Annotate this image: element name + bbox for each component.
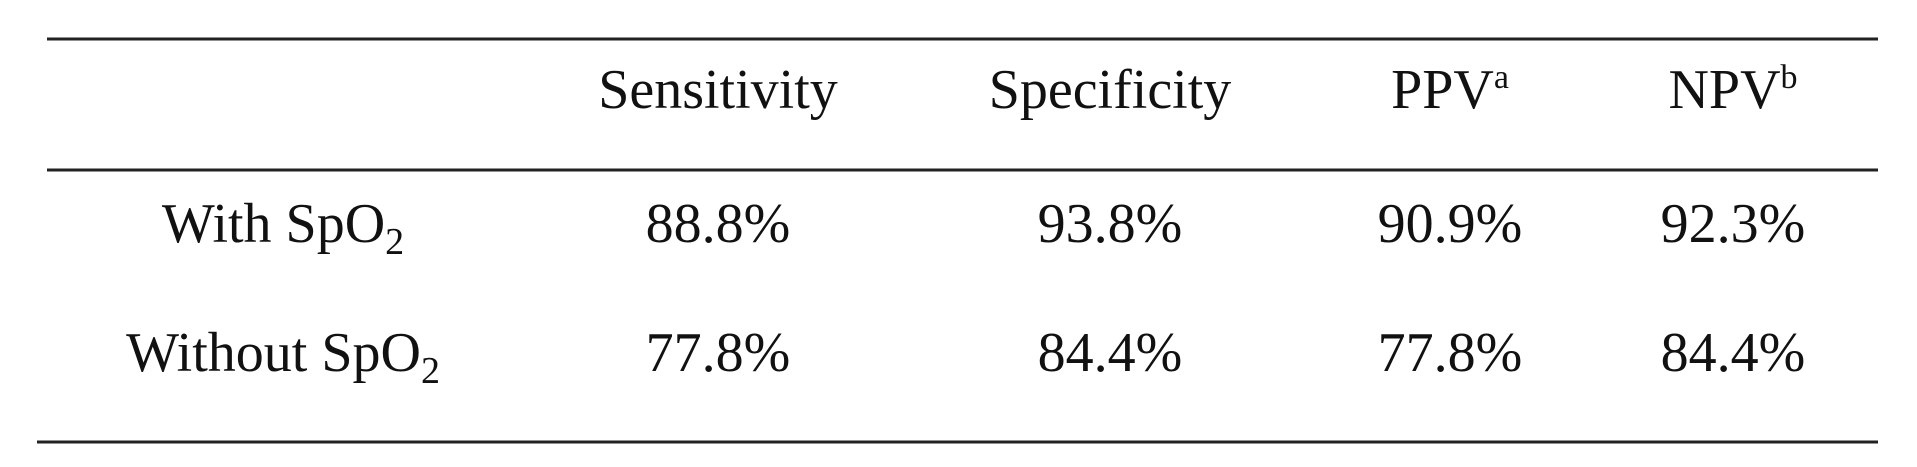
column-header-text: Sensitivity — [598, 59, 838, 121]
cell: 92.3% — [1661, 193, 1806, 255]
row-label: Without SpO2 — [126, 322, 440, 392]
subscript: 2 — [385, 221, 404, 263]
cell: 84.4% — [1661, 322, 1806, 384]
column-header: Specificity — [989, 59, 1232, 121]
row-label-text: Without SpO — [126, 322, 421, 384]
subscript: 2 — [421, 350, 440, 392]
cell: 77.8% — [1378, 322, 1523, 384]
cell: 77.8% — [646, 322, 791, 384]
row-label: With SpO2 — [162, 193, 404, 263]
column-header-text: PPV — [1391, 59, 1494, 121]
cell: 84.4% — [1038, 322, 1183, 384]
superscript: b — [1781, 59, 1798, 96]
column-header-text: NPV — [1668, 59, 1780, 121]
column-header: NPVb — [1668, 59, 1797, 121]
column-header: Sensitivity — [598, 59, 838, 121]
cell: 90.9% — [1378, 193, 1523, 255]
row-label-text: With SpO — [162, 193, 385, 255]
column-header: PPVa — [1391, 59, 1509, 121]
superscript: a — [1494, 59, 1509, 96]
cell: 93.8% — [1038, 193, 1183, 255]
cell: 88.8% — [646, 193, 791, 255]
column-header-text: Specificity — [989, 59, 1232, 121]
